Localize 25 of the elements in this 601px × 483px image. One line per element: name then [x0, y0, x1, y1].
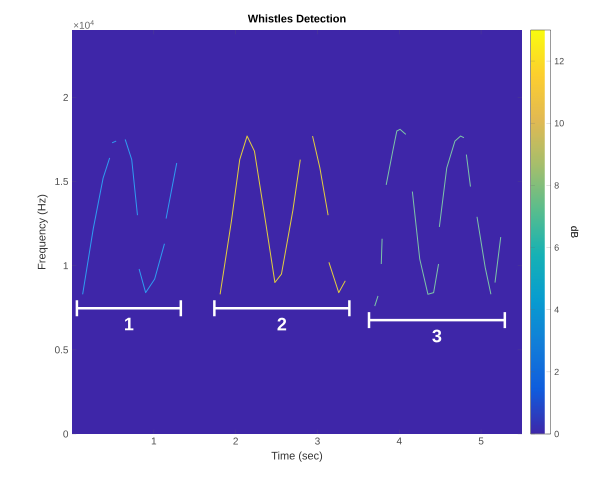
x-tick-label: 5 [478, 438, 484, 445]
x-tick-label: 3 [315, 438, 320, 445]
annotation: 3 [432, 330, 442, 342]
text: ×10$^{4}$ [74, 20, 94, 29]
color-bar-label: 12 [554, 58, 564, 64]
color-bar-title: dB [571, 226, 578, 238]
color-bar-label: 10 [554, 120, 564, 126]
y-tick-label: 1.5 [55, 178, 68, 185]
y-tick-label: 1 [64, 262, 68, 270]
color-bar-label: 8 [554, 182, 559, 189]
color-bar-label: 6 [554, 244, 559, 251]
annotation: 1 [124, 318, 134, 330]
x-tick-label: 4 [396, 438, 402, 444]
y-axis-title: Frequency (Hz) [37, 194, 48, 269]
color-bar-label: 4 [554, 306, 559, 313]
chart-title: Whistles Detection [248, 14, 346, 22]
x-axis-title: Time (sec) [271, 451, 322, 462]
x-tick-label: 2 [233, 438, 238, 445]
color-bar-label: 2 [554, 368, 559, 375]
annotation: 2 [277, 318, 286, 330]
x-tick-label: 1 [152, 438, 156, 444]
y-tick-label: 0 [63, 430, 68, 438]
color-bar-label: 0 [554, 430, 559, 438]
y-tick-label: 2 [63, 94, 68, 101]
y-tick-label: 0.5 [54, 346, 68, 354]
